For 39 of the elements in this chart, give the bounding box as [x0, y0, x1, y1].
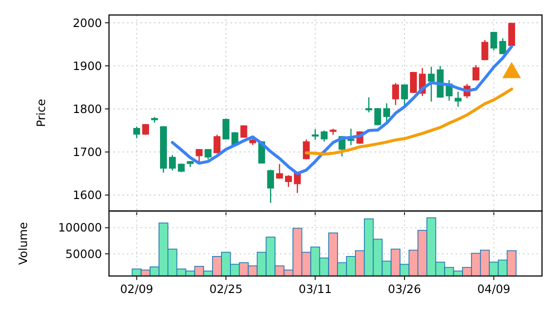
candlestick [428, 66, 435, 102]
candlestick [410, 71, 417, 94]
y-tick-label: 1800 [72, 102, 102, 116]
candlestick [481, 39, 488, 61]
x-tick-label: 02/25 [209, 282, 243, 296]
candlestick [204, 148, 212, 160]
y-tick-label: 1700 [72, 145, 102, 160]
y-tick-label: 2000 [72, 16, 102, 30]
candlestick [365, 96, 372, 113]
candlestick [401, 84, 408, 106]
candlestick [133, 126, 140, 139]
x-tick-label: 04/09 [477, 282, 510, 296]
x-tick-label: 03/26 [388, 282, 422, 296]
y-tick-label: 1600 [72, 188, 102, 202]
x-tick-label: 03/11 [298, 282, 332, 296]
candlestick [320, 130, 328, 142]
y-tick-label: 1900 [72, 58, 102, 73]
y-axis-title: Volume [16, 222, 30, 265]
candlestick [285, 174, 292, 188]
candlestick [276, 163, 283, 180]
candlestick [267, 169, 274, 204]
y-axis-title: Price [34, 98, 48, 128]
candlestick [214, 134, 220, 154]
candlestick [454, 91, 462, 108]
candlestick [348, 128, 354, 146]
x-tick-label: 02/09 [120, 282, 154, 296]
candlestick [499, 38, 506, 55]
y-tick-label: 50000 [65, 246, 102, 261]
candlestick [472, 64, 480, 82]
candlestick [222, 118, 230, 140]
candlestick [392, 82, 400, 106]
candlestick [196, 148, 203, 162]
candlestick [490, 31, 498, 51]
candlestick [312, 128, 319, 141]
candlestick [240, 124, 248, 138]
candlestick [168, 154, 176, 172]
candlestick [383, 102, 390, 122]
y-tick-label: 100000 [58, 220, 102, 235]
candlestick [374, 107, 382, 126]
